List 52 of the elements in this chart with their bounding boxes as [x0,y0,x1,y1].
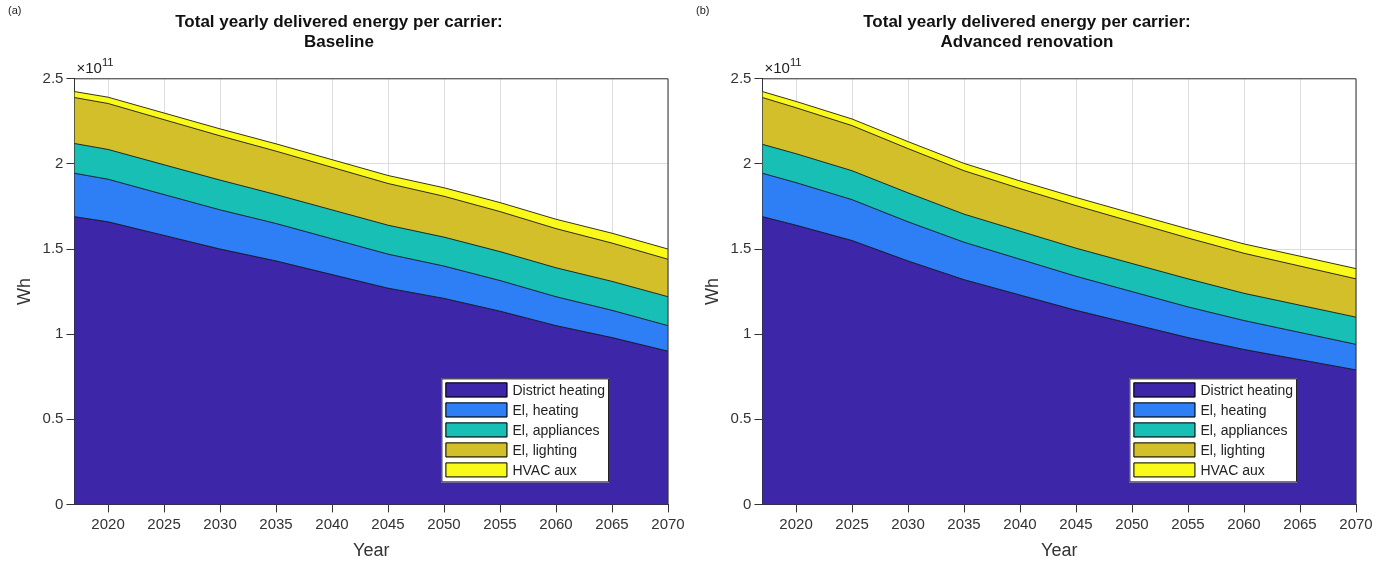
x-tick-label: 2030 [891,514,925,532]
legend-label: El, lighting [1200,441,1265,458]
legend-label: El, lighting [512,441,577,458]
x-tick-label: 2060 [539,514,573,532]
legend-label: El, appliances [512,421,600,438]
legend-label: El, heating [512,401,579,418]
y-tick-label: 1.5 [42,239,64,257]
legend-label: HVAC aux [1200,461,1265,478]
chart-title: Total yearly delivered energy per carrier: Baseline [175,11,503,52]
text: (b) [696,4,710,16]
text: (a) [8,4,22,16]
y-tick-label: 0.5 [42,409,64,427]
y-tick-label: 1.5 [730,239,752,257]
y-tick-label: 2.5 [42,68,64,86]
x-tick-label: 2070 [1339,514,1373,532]
x-tick-label: 2065 [595,514,629,532]
y-tick-label: 2 [55,154,64,172]
y-tick-label: 1 [743,324,752,342]
legend-label: El, heating [1200,401,1267,418]
x-tick-label: 2035 [259,514,293,532]
x-axis-title: Year [1041,540,1078,561]
y-tick-label: 2 [743,154,752,172]
x-tick-label: 2020 [779,514,813,532]
y-tick-label: 0.5 [730,409,752,427]
legend-label: District heating [1200,381,1293,398]
x-tick-label: 2045 [371,514,405,532]
x-tick-label: 2030 [203,514,237,532]
y-tick-label: 0 [55,494,64,512]
x-tick-label: 2035 [947,514,981,532]
legend-label: District heating [512,381,605,398]
x-tick-label: 2070 [651,514,685,532]
legend-label: HVAC aux [512,461,577,478]
x-tick-label: 2020 [91,514,125,532]
x-tick-label: 2055 [483,514,517,532]
x-tick-label: 2040 [1003,514,1037,532]
y-tick-label: 2.5 [730,68,752,86]
chart-title: Total yearly delivered energy per carrier: Advanced renovation [863,11,1191,52]
y-tick-label: 0 [743,494,752,512]
x-axis-title: Year [353,540,390,561]
legend-label: El, appliances [1200,421,1288,438]
x-tick-label: 2040 [315,514,349,532]
x-tick-label: 2060 [1227,514,1261,532]
y-tick-label: 1 [55,324,64,342]
y-axis-title: Wh [13,278,34,306]
x-tick-label: 2055 [1171,514,1205,532]
x-tick-label: 2025 [147,514,181,532]
x-tick-label: 2025 [835,514,869,532]
x-tick-label: 2045 [1059,514,1093,532]
x-tick-label: 2065 [1283,514,1317,532]
y-axis-title: Wh [701,278,722,306]
x-tick-label: 2050 [1115,514,1149,532]
x-tick-label: 2050 [427,514,461,532]
